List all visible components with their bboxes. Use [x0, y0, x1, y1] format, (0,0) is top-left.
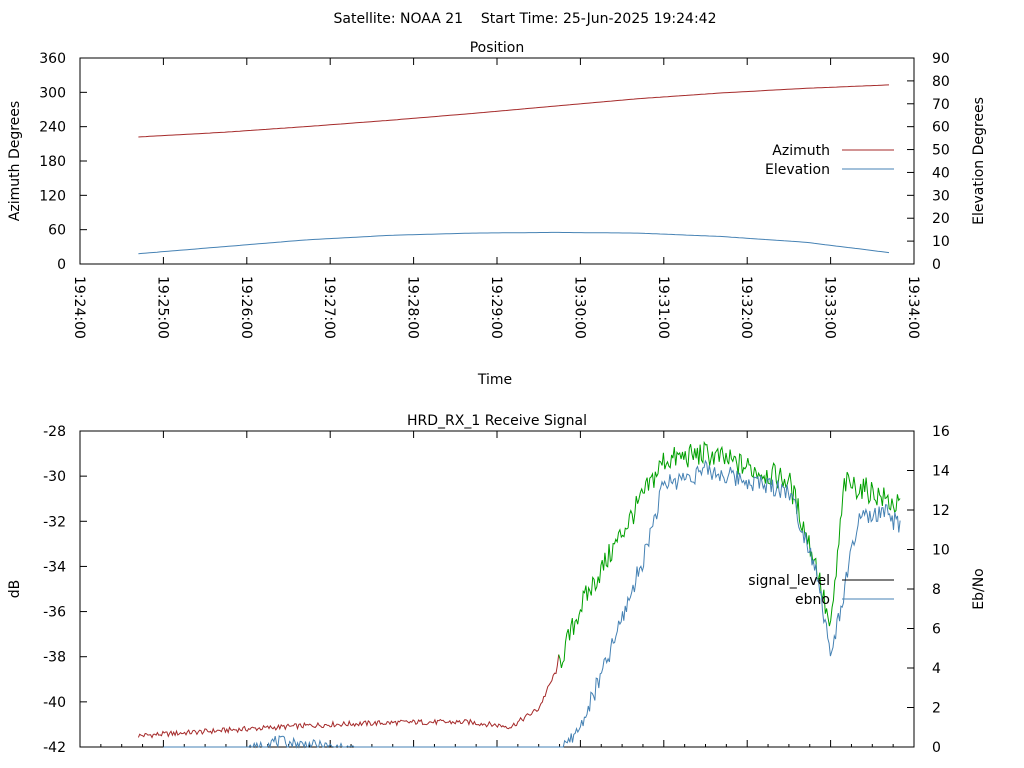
db-tick-label: -36	[43, 605, 66, 621]
ebno-tick-label: 6	[932, 622, 941, 638]
time-tick-label: 19:29:00	[488, 276, 504, 339]
elevation-axis-label: Elevation Degrees	[971, 97, 987, 225]
time-tick-label: 19:32:00	[738, 276, 754, 339]
azimuth-tick-label: 360	[39, 51, 66, 67]
azimuth-tick-label: 120	[39, 188, 66, 204]
azimuth-tick-label: 0	[57, 257, 66, 273]
db-tick-label: -32	[43, 514, 66, 530]
elevation-tick-label: 50	[932, 143, 950, 159]
db-tick-label: -38	[43, 650, 66, 666]
elevation-tick-label: 70	[932, 97, 950, 113]
azimuth-tick-label: 180	[39, 154, 66, 170]
time-tick-label: 19:24:00	[71, 276, 87, 339]
legend-label-elevation: Elevation	[765, 162, 830, 178]
ebno-line	[163, 459, 901, 749]
azimuth-axis-label: Azimuth Degrees	[7, 101, 23, 221]
position-chart-title: Position	[470, 40, 525, 56]
elevation-tick-label: 10	[932, 234, 950, 250]
legend-label-signal-level: signal_level	[748, 573, 830, 589]
legend-label-ebno: ebno	[795, 592, 830, 608]
receive-signal-chart: HRD_RX_1 Receive Signal dB Eb/No -42 -40 -…	[7, 413, 987, 756]
elevation-tick-label: 60	[932, 120, 950, 136]
db-tick-label: -42	[43, 740, 66, 756]
signal-level-line-low	[137, 654, 560, 739]
elevation-tick-label: 30	[932, 188, 950, 204]
elevation-tick-label: 20	[932, 211, 950, 227]
time-tick-label: 19:31:00	[655, 276, 671, 339]
elevation-tick-label: 0	[932, 257, 941, 273]
db-tick-label: -40	[43, 695, 66, 711]
time-tick-label: 19:34:00	[905, 276, 921, 339]
azimuth-line	[138, 84, 890, 138]
ebno-tick-label: 16	[932, 424, 950, 440]
db-axis-label: dB	[7, 580, 23, 599]
db-tick-label: -34	[43, 559, 66, 575]
ebno-tick-label: 8	[932, 582, 941, 598]
elevation-line	[138, 231, 890, 255]
signal-level-line-high	[558, 440, 901, 669]
ebno-tick-label: 4	[932, 661, 941, 677]
elevation-tick-label: 40	[932, 165, 950, 181]
elevation-tick-label: 80	[932, 74, 950, 90]
elevation-tick-label: 90	[932, 51, 950, 67]
time-axis-label: Time	[477, 372, 512, 388]
time-tick-label: 19:25:00	[154, 276, 170, 339]
legend-label-azimuth: Azimuth	[772, 143, 830, 159]
azimuth-tick-label: 300	[39, 85, 66, 101]
time-tick-label: 19:33:00	[822, 276, 838, 339]
time-tick-label: 19:28:00	[405, 276, 421, 339]
ebno-tick-label: 0	[932, 740, 941, 756]
time-tick-label: 19:26:00	[238, 276, 254, 339]
ebno-tick-label: 14	[932, 464, 950, 480]
ebno-tick-label: 2	[932, 701, 941, 717]
azimuth-tick-label: 60	[48, 223, 66, 239]
ebno-axis-label: Eb/No	[971, 568, 987, 610]
db-tick-label: -30	[43, 469, 66, 485]
receive-signal-chart-title: HRD_RX_1 Receive Signal	[407, 413, 587, 429]
figure-title: Satellite: NOAA 21 Start Time: 25-Jun-20…	[334, 11, 717, 27]
time-tick-label: 19:30:00	[571, 276, 587, 339]
time-tick-label: 19:27:00	[321, 276, 337, 339]
ebno-tick-label: 10	[932, 543, 950, 559]
azimuth-tick-label: 240	[39, 120, 66, 136]
ebno-tick-label: 12	[932, 503, 950, 519]
db-tick-label: -28	[43, 424, 66, 440]
position-chart: Position Azimuth Degrees Elevation Degre…	[7, 40, 987, 388]
